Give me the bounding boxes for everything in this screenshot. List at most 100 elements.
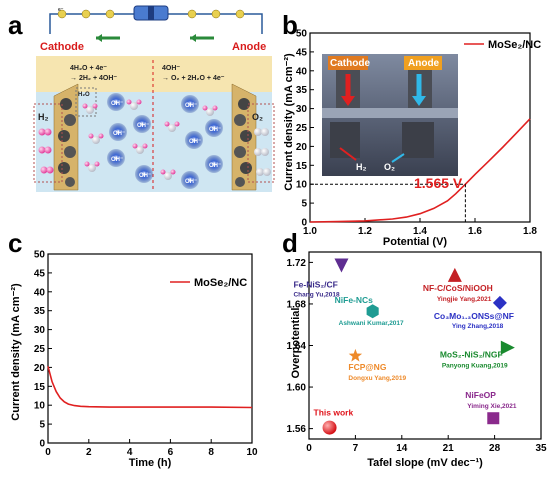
panel-a-schematic: a e⁻ Cathode Anode 4H₂O + 4e⁻ → 2H₂ + 4O… — [8, 5, 275, 192]
b-grid-xtick-label-1: 1.2 — [358, 226, 372, 237]
photo-h2-label: H₂ — [356, 162, 367, 172]
c-series-line — [47, 366, 253, 409]
photo-blue-arrow — [412, 96, 426, 106]
anode-equation-1: 4OH⁻ — [162, 65, 180, 72]
h2-label: H₂ — [38, 112, 49, 122]
d-grid-ytick-label-1: 1.60 — [287, 383, 307, 394]
b-grid-xtick-label-2: 1.4 — [413, 226, 427, 237]
legend-c: MoSe₂/NC — [170, 277, 247, 289]
c-grid-ytick-label-4: 20 — [34, 363, 46, 374]
svg-text:OH⁻: OH⁻ — [139, 173, 151, 179]
power-source-cap — [148, 6, 154, 20]
anode-electrode — [231, 83, 257, 191]
cathode-equation-2: → 2H₂ + 4OH⁻ — [70, 75, 117, 82]
d-point-ref-1: Yingjie Yang,2021 — [437, 296, 492, 303]
d-point-name-1: NF-C/CoS/NiOOH — [423, 283, 493, 293]
onset-potential-label: 1.565 V — [414, 175, 463, 191]
h2o-label: H₂O — [78, 92, 90, 98]
svg-text:OH⁻: OH⁻ — [209, 127, 221, 133]
c-grid-ytick-label-2: 10 — [34, 401, 46, 412]
d-point-name-3: NiFe-NCs — [335, 295, 374, 305]
c-grid-ytick-label-8: 40 — [34, 287, 46, 298]
cathode-electrode — [53, 83, 79, 191]
c-grid-ytick-label-6: 30 — [34, 325, 46, 336]
svg-text:OH⁻: OH⁻ — [209, 163, 221, 169]
electron-label: e⁻ — [58, 7, 64, 13]
d-grid-xtick-label-3: 21 — [443, 443, 455, 454]
b-grid-ytick-label-0: 0 — [301, 218, 307, 229]
c-grid-ytick-label-1: 5 — [39, 420, 45, 431]
svg-text:OH⁻: OH⁻ — [111, 157, 123, 163]
d-point-name-7: This work — [314, 408, 354, 418]
d-point-5 — [348, 348, 363, 362]
d-ylabel: Overpotential — [290, 308, 302, 379]
c-grid-xtick-label-3: 6 — [168, 447, 174, 458]
d-point-3 — [366, 304, 379, 319]
d-point-ref-2: Ying Zhang,2018 — [452, 323, 504, 330]
water-zone — [75, 87, 97, 117]
c-ylabel: Current density (mA cm⁻²) — [10, 283, 22, 421]
d-point-ref-4: Panyong Kuang,2019 — [442, 363, 508, 370]
d-point-0 — [334, 258, 349, 273]
svg-text:OH⁻: OH⁻ — [137, 123, 149, 129]
d-point-1 — [447, 267, 462, 282]
b-grid-ytick-label-2: 10 — [296, 180, 308, 191]
b-grid-ytick-label-3: 15 — [296, 161, 308, 172]
d-grid-xtick-label-2: 14 — [396, 443, 408, 454]
svg-text:OH⁻: OH⁻ — [185, 103, 197, 109]
c-grid-ytick-label-7: 35 — [34, 306, 46, 317]
d-point-6 — [487, 412, 500, 425]
photo-cathode-tag — [328, 56, 368, 70]
anode-label: Anode — [232, 41, 266, 53]
o2-bubbles — [254, 128, 271, 176]
d-grid-ytick-label-3: 1.68 — [287, 299, 307, 310]
b-grid-xtick-label-3: 1.6 — [468, 226, 482, 237]
b-grid-ytick-label-7: 35 — [296, 85, 308, 96]
svg-text:OH⁻: OH⁻ — [189, 139, 201, 145]
c-grid-xtick-label-5: 10 — [246, 447, 258, 458]
electron-markers — [57, 9, 245, 19]
c-grid-xtick-label-4: 8 — [208, 447, 214, 458]
svg-text:OH⁻: OH⁻ — [111, 101, 123, 107]
d-point-name-5: FCP@NG — [348, 362, 386, 372]
d-point-4 — [500, 340, 515, 355]
b-grid-ytick-label-5: 25 — [296, 123, 308, 134]
c-grid-ytick-label-3: 15 — [34, 382, 46, 393]
b-grid-xtick-label-0: 1.0 — [303, 226, 317, 237]
d-point-name-2: Co₃Mo₁.₃ONSs@NF — [434, 311, 514, 321]
b-grid-ytick-label-10: 50 — [296, 29, 308, 40]
panel-letter-d: d — [282, 228, 298, 258]
d-point-name-4: MoS₂-NiS₂/NGF — [440, 350, 503, 360]
anode-arrow-head — [190, 34, 196, 42]
d-grid-xtick-label-4: 28 — [489, 443, 501, 454]
cathode-arrow-head — [96, 34, 102, 42]
o2-label: O₂ — [252, 112, 263, 122]
legend-b-label: MoSe₂/NC — [488, 39, 541, 51]
panel-b-lsv-chart: b 1.0 1.2 1.4 1.6 1.8 0 5 10 15 20 25 30 35 40 45 50 Ca… — [282, 10, 541, 248]
d-grid-ytick-label-4: 1.72 — [287, 258, 307, 269]
d-grid-xtick-label-0: 0 — [306, 443, 312, 454]
d-point-ref-3: Ashwani Kumar,2017 — [339, 320, 404, 327]
b-grid-ytick-label-4: 20 — [296, 142, 308, 153]
b-grid-ytick-label-8: 40 — [296, 66, 308, 77]
h2-bubbles — [38, 128, 54, 174]
hydroxide-ions: OH⁻ OH⁻ OH⁻ OH⁻ OH⁻ OH⁻ OH⁻ OH⁻ OH⁻ OH⁻ — [107, 93, 223, 189]
water-molecules — [82, 99, 218, 180]
photo-o2-label: O₂ — [384, 162, 395, 172]
photo-anode-tag — [404, 56, 442, 70]
b-grid-ytick-label-9: 45 — [296, 47, 308, 58]
photo-cathode-label: Cathode — [330, 58, 370, 69]
c-grid-ytick-label-9: 45 — [34, 268, 46, 279]
c-grid-xtick-label-1: 2 — [86, 447, 92, 458]
legend-c-label: MoSe₂/NC — [194, 277, 247, 289]
c-grid-xtick-label-0: 0 — [45, 447, 51, 458]
d-point-2 — [492, 295, 507, 310]
c-grid-xtick-label-2: 4 — [127, 447, 133, 458]
d-point-ref-5: Dongxu Yang,2019 — [348, 375, 406, 382]
d-point-name-6: NiFeOP — [465, 390, 496, 400]
panel-letter-b: b — [282, 10, 298, 40]
svg-text:OH⁻: OH⁻ — [113, 131, 125, 137]
panel-d-comparison-chart: d 0 7 14 21 28 35 1.56 1.60 1.64 1.68 1.72 Fe-NiS₂… — [282, 228, 547, 469]
cathode-equation-1: 4H₂O + 4e⁻ — [70, 65, 107, 72]
